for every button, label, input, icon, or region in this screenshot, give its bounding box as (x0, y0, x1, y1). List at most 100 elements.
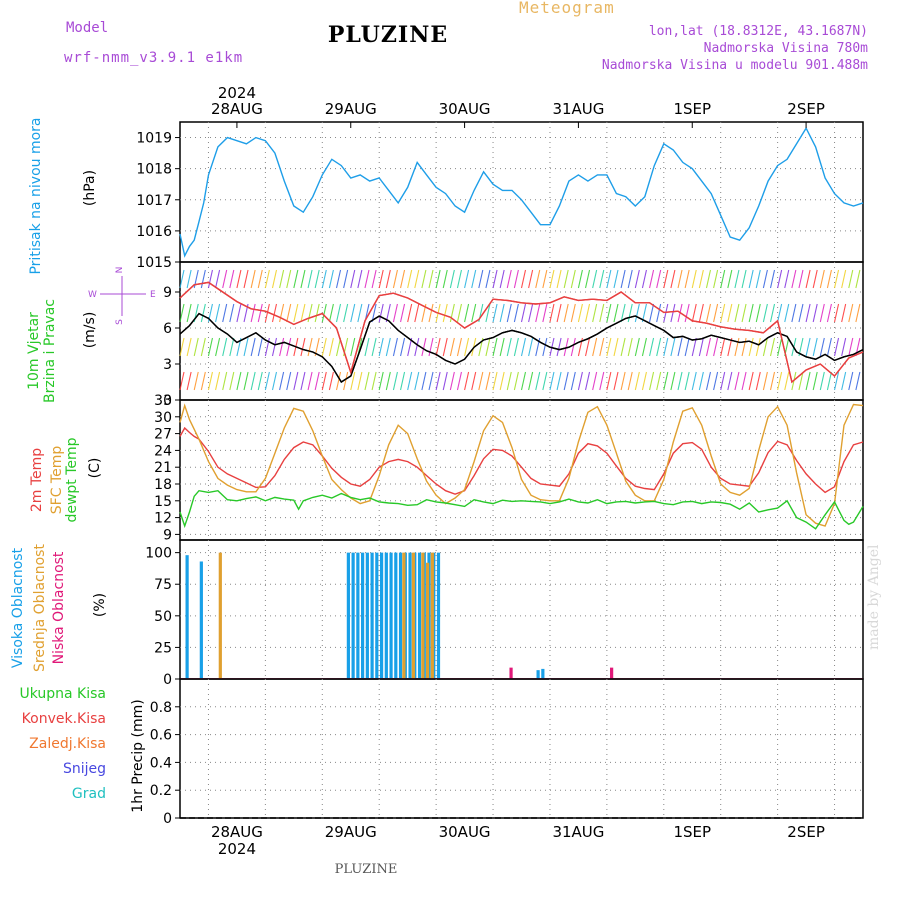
wind-barb (485, 303, 491, 323)
wind-barb (328, 371, 334, 391)
wind-barb (328, 269, 334, 289)
wind-barb (485, 337, 491, 357)
bottom-day-label: 29AUG (325, 823, 377, 841)
y-tick-label: 21 (154, 460, 172, 476)
wind-barb (848, 371, 854, 391)
wind-barb (748, 371, 754, 391)
meteogram-label: Meteogram (519, 0, 615, 17)
cloud-bar (379, 552, 384, 679)
temp-unit: (C) (87, 457, 103, 479)
wind-barb (634, 269, 640, 289)
wind-barb (656, 371, 662, 391)
precip-unit: (mm) (130, 699, 146, 738)
wind-barb (428, 269, 434, 289)
wind-barb (364, 337, 370, 357)
wind-speed-line (179, 312, 864, 383)
wind-label: 10m Vjetar Brzina i Pravac (26, 276, 58, 426)
wind-barb (741, 337, 747, 357)
wind-barb (456, 303, 463, 323)
wind-barb (769, 337, 776, 357)
wind-barb (307, 269, 313, 289)
wind-barb (791, 303, 797, 323)
wind-barb (826, 371, 832, 391)
precip-label-text: 1hr Precip (130, 741, 146, 813)
wind-barb (456, 269, 463, 289)
wind-barb (506, 269, 512, 289)
wind-barb (200, 303, 206, 323)
wind-barb (592, 269, 598, 289)
wind-barb (556, 269, 562, 289)
wind-barb (613, 303, 619, 323)
cloud-bar (398, 552, 403, 679)
wind-label-text: 10m Vjetar Brzina i Pravac (26, 299, 58, 403)
y-tick-label: 9 (163, 527, 172, 543)
wind-barb (727, 303, 733, 323)
wind-barb (499, 337, 505, 357)
wind-barb (222, 337, 228, 357)
wind-barb (549, 303, 555, 323)
wind-barb (535, 371, 541, 391)
wind-barb (257, 337, 263, 357)
bottom-day-label: 30AUG (439, 823, 491, 841)
wind-barb (300, 337, 306, 357)
y-tick-label: 27 (154, 427, 172, 443)
wind-barb (257, 303, 263, 323)
wind-barb (229, 269, 235, 289)
wind-barb (549, 371, 555, 391)
wind-barb (627, 371, 633, 391)
pressure-unit: (hPa) (82, 169, 98, 207)
compass-e: E (150, 290, 156, 300)
wind-barb (826, 303, 832, 323)
y-tick-label: 0.6 (150, 728, 172, 744)
wind-barb (314, 269, 320, 289)
model-value: wrf-nmm_v3.9.1 e1km (64, 50, 244, 66)
wind-barb (691, 269, 697, 289)
wind-barb (784, 269, 790, 289)
wind-barb (641, 269, 647, 289)
wind-barb (200, 269, 206, 289)
dew-label: dewpt Temp (64, 437, 80, 523)
wind-barb (741, 269, 747, 289)
wind-barb (471, 371, 477, 391)
wind-barb (684, 337, 690, 357)
wind-barb (371, 303, 377, 323)
wind-barb (499, 303, 505, 323)
y-tick-label: 0.8 (150, 700, 172, 716)
wind-barb (193, 337, 199, 357)
wind-barb (627, 337, 633, 357)
wind-barb (834, 371, 840, 391)
wind-barb (492, 371, 498, 391)
wind-barb (271, 303, 278, 323)
wind-barb (677, 337, 683, 357)
wind-barb (485, 269, 491, 289)
top-day-label: 28AUG (211, 100, 263, 118)
wind-barb (186, 303, 192, 323)
wind-barb (634, 371, 640, 391)
wind-barb (200, 337, 206, 357)
wind-barb (442, 337, 448, 357)
wind-barb (620, 303, 626, 323)
wind-barb (691, 337, 697, 357)
wind-barb (520, 303, 527, 323)
wind-barb (762, 337, 768, 357)
wind-barb (641, 303, 647, 323)
wind-barb (350, 303, 356, 323)
wind-barb (229, 337, 235, 357)
bottom-day-label: 28AUG (211, 823, 263, 841)
wind-barb (421, 371, 427, 391)
y-tick-label: 100 (145, 546, 172, 562)
low-cloud-label: Niska Oblacnost (51, 551, 67, 665)
wind-barb (705, 269, 712, 289)
wind-barb (464, 337, 470, 357)
y-tick-label: 50 (154, 609, 172, 625)
wind-barb (705, 303, 712, 323)
legend-hail: Grad (71, 786, 106, 802)
wind-barb (627, 303, 633, 323)
compass-n: N (115, 267, 125, 274)
wind-barb (414, 303, 420, 323)
wind-barb (805, 371, 811, 391)
wind-barb (606, 337, 612, 357)
wind-barb (606, 303, 612, 323)
cloud-bar (417, 552, 422, 679)
